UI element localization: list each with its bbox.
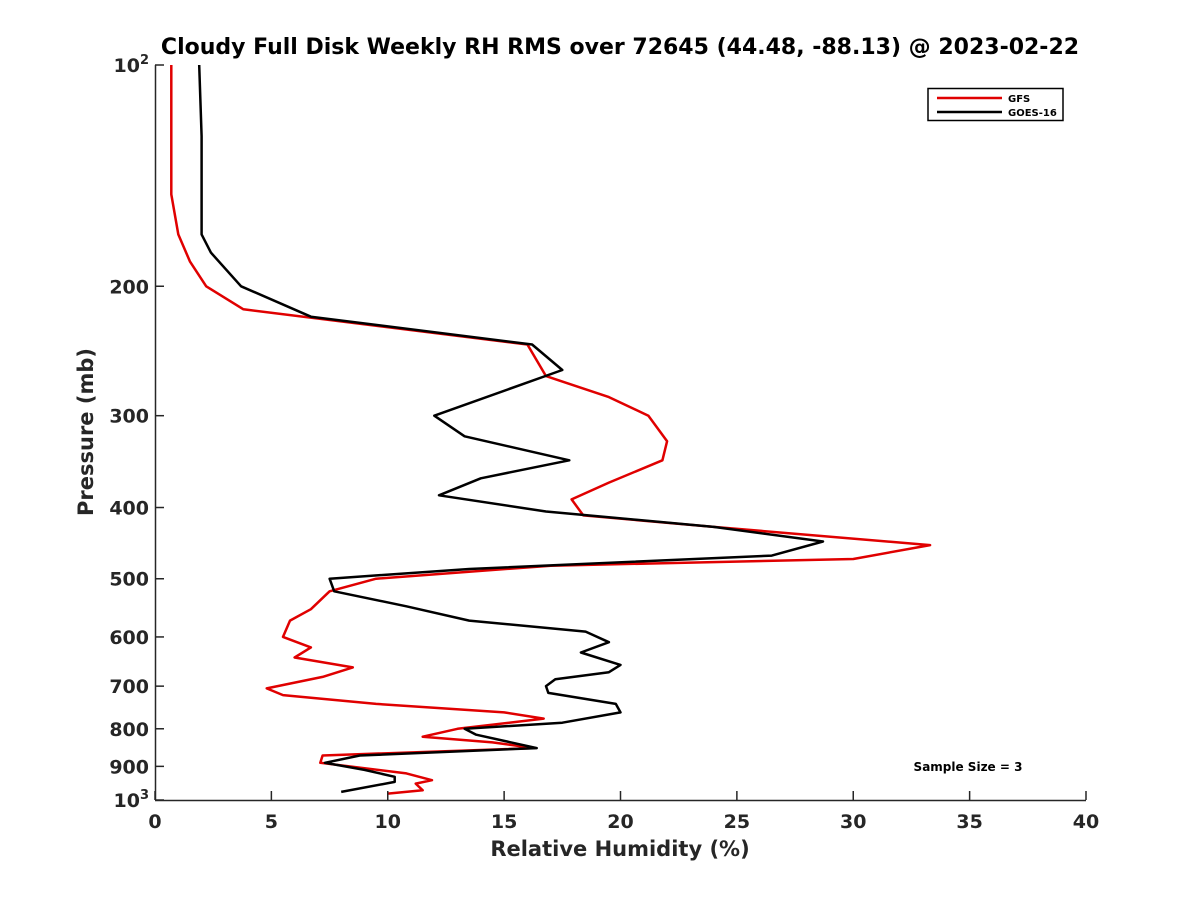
y-tick-label: 600 [109, 627, 149, 649]
y-axis-label: Pressure (mb) [74, 348, 98, 516]
chart-title: Cloudy Full Disk Weekly RH RMS over 7264… [161, 35, 1079, 60]
y-tick-label: 900 [109, 756, 149, 778]
x-tick-label: 10 [375, 811, 401, 833]
x-tick-label: 5 [265, 811, 278, 833]
x-tick-label: 25 [724, 811, 750, 833]
x-tick-label: 35 [956, 811, 982, 833]
x-tick-label: 0 [148, 811, 161, 833]
x-ticks: 0 5 10 15 20 25 30 35 40 [148, 791, 1099, 833]
legend-box [927, 87, 1064, 122]
y-tick-label: 700 [109, 676, 149, 698]
y-tick-label: 300 [109, 406, 149, 428]
plot-area: 0 5 10 15 20 25 30 35 40 102 200 300 400 500 600 700 80… [109, 53, 1099, 833]
x-tick-label: 30 [840, 811, 866, 833]
x-tick-label: 15 [491, 811, 517, 833]
legend-label: GOES-16 [1008, 108, 1057, 119]
series-lines [170, 64, 932, 795]
y-tick-label: 102 [114, 53, 150, 77]
y-tick-label: 103 [114, 788, 150, 812]
sample-size-annotation: Sample Size = 3 [914, 760, 1023, 774]
y-tick-label: 400 [109, 498, 149, 520]
x-tick-label: 40 [1073, 811, 1099, 833]
y-ticks: 102 200 300 400 500 600 700 800 900 103 [109, 53, 164, 812]
legend-label: GFS [1008, 94, 1030, 105]
y-tick-label: 500 [109, 569, 149, 591]
series-line-goes-16 [197, 64, 825, 794]
x-tick-label: 20 [607, 811, 633, 833]
series-line-gfs [170, 65, 932, 795]
y-tick-label: 200 [109, 276, 149, 298]
legend: GFS GOES-16 [927, 87, 1064, 122]
y-tick-label: 800 [109, 719, 149, 741]
x-axis-label: Relative Humidity (%) [490, 837, 749, 861]
